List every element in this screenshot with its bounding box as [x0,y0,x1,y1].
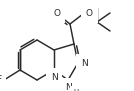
Text: H: H [73,89,78,91]
Text: N: N [65,83,71,91]
Text: F: F [0,76,1,85]
Text: O: O [53,9,60,18]
Text: N: N [51,73,57,82]
Text: O: O [86,9,93,18]
Text: N: N [81,59,88,68]
